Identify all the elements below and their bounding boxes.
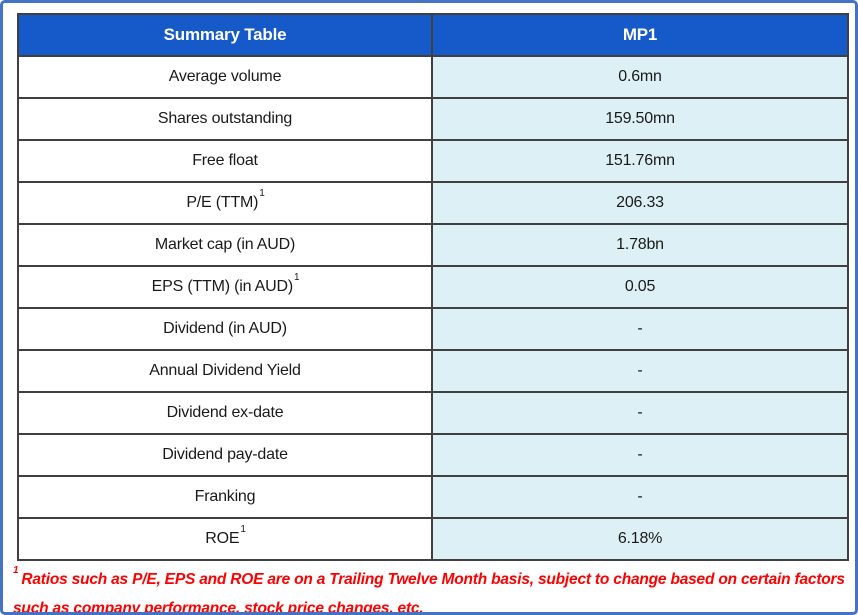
metric-label-cell: Franking <box>17 475 433 519</box>
table-row: ROE1 6.18% <box>17 517 849 561</box>
metric-label: Free float <box>192 152 258 169</box>
metric-label-cell: Market cap (in AUD) <box>17 223 433 267</box>
table-row: Average volume 0.6mn <box>17 55 849 99</box>
metric-label-cell: Annual Dividend Yield <box>17 349 433 393</box>
metric-label-cell: Shares outstanding <box>17 97 433 141</box>
header-cell-ticker: MP1 <box>431 13 849 57</box>
metric-label-cell: ROE1 <box>17 517 433 561</box>
table-row: EPS (TTM) (in AUD)1 0.05 <box>17 265 849 309</box>
table-row: Free float 151.76mn <box>17 139 849 183</box>
metric-value-cell: 6.18% <box>431 517 849 561</box>
metric-label: Annual Dividend Yield <box>149 362 301 379</box>
table-row: Dividend ex-date - <box>17 391 849 435</box>
metric-label-cell: P/E (TTM)1 <box>17 181 433 225</box>
metric-value-cell: - <box>431 307 849 351</box>
metric-value-cell: - <box>431 349 849 393</box>
metric-value-cell: 151.76mn <box>431 139 849 183</box>
table-row: Annual Dividend Yield - <box>17 349 849 393</box>
metric-label: Franking <box>194 488 256 505</box>
metric-value-cell: 0.05 <box>431 265 849 309</box>
metric-label-cell: Dividend (in AUD) <box>17 307 433 351</box>
metric-label: Average volume <box>168 68 282 85</box>
metric-label: Dividend pay-date <box>162 446 288 463</box>
metric-label: P/E (TTM) <box>186 194 259 211</box>
metric-value-cell: - <box>431 475 849 519</box>
footnote-superscript: 1 <box>13 565 19 576</box>
metric-label: ROE <box>205 530 240 547</box>
table-row: Shares outstanding 159.50mn <box>17 97 849 141</box>
footnote-marker: 1 <box>293 271 300 283</box>
metric-value-cell: 1.78bn <box>431 223 849 267</box>
footnote-text: Ratios such as P/E, EPS and ROE are on a… <box>13 571 845 615</box>
metric-label-cell: Dividend ex-date <box>17 391 433 435</box>
metric-value-cell: 0.6mn <box>431 55 849 99</box>
metric-label: Dividend (in AUD) <box>163 320 287 337</box>
footnote: 1Ratios such as P/E, EPS and ROE are on … <box>13 561 853 615</box>
footnote-marker: 1 <box>240 523 246 535</box>
metric-value-cell: 159.50mn <box>431 97 849 141</box>
table-header-row: Summary Table MP1 <box>17 13 849 57</box>
metric-label-cell: Dividend pay-date <box>17 433 433 477</box>
table-row: Dividend (in AUD) - <box>17 307 849 351</box>
footnote-marker: 1 <box>259 187 265 199</box>
metric-label-cell: EPS (TTM) (in AUD)1 <box>17 265 433 309</box>
metric-label: Market cap (in AUD) <box>154 236 296 253</box>
table-row: P/E (TTM)1 206.33 <box>17 181 849 225</box>
summary-table: Summary Table MP1 Average volume 0.6mn Sha… <box>17 13 849 561</box>
metric-label-cell: Free float <box>17 139 433 183</box>
metric-label-cell: Average volume <box>17 55 433 99</box>
table-row: Franking - <box>17 475 849 519</box>
header-cell-summary-table: Summary Table <box>17 13 433 57</box>
table-row: Market cap (in AUD) 1.78bn <box>17 223 849 267</box>
metric-label: EPS (TTM) (in AUD) <box>151 278 293 295</box>
metric-value-cell: - <box>431 391 849 435</box>
table-row: Dividend pay-date - <box>17 433 849 477</box>
metric-label: Dividend ex-date <box>166 404 284 421</box>
metric-value-cell: 206.33 <box>431 181 849 225</box>
metric-label: Shares outstanding <box>157 110 293 127</box>
metric-value-cell: - <box>431 433 849 477</box>
